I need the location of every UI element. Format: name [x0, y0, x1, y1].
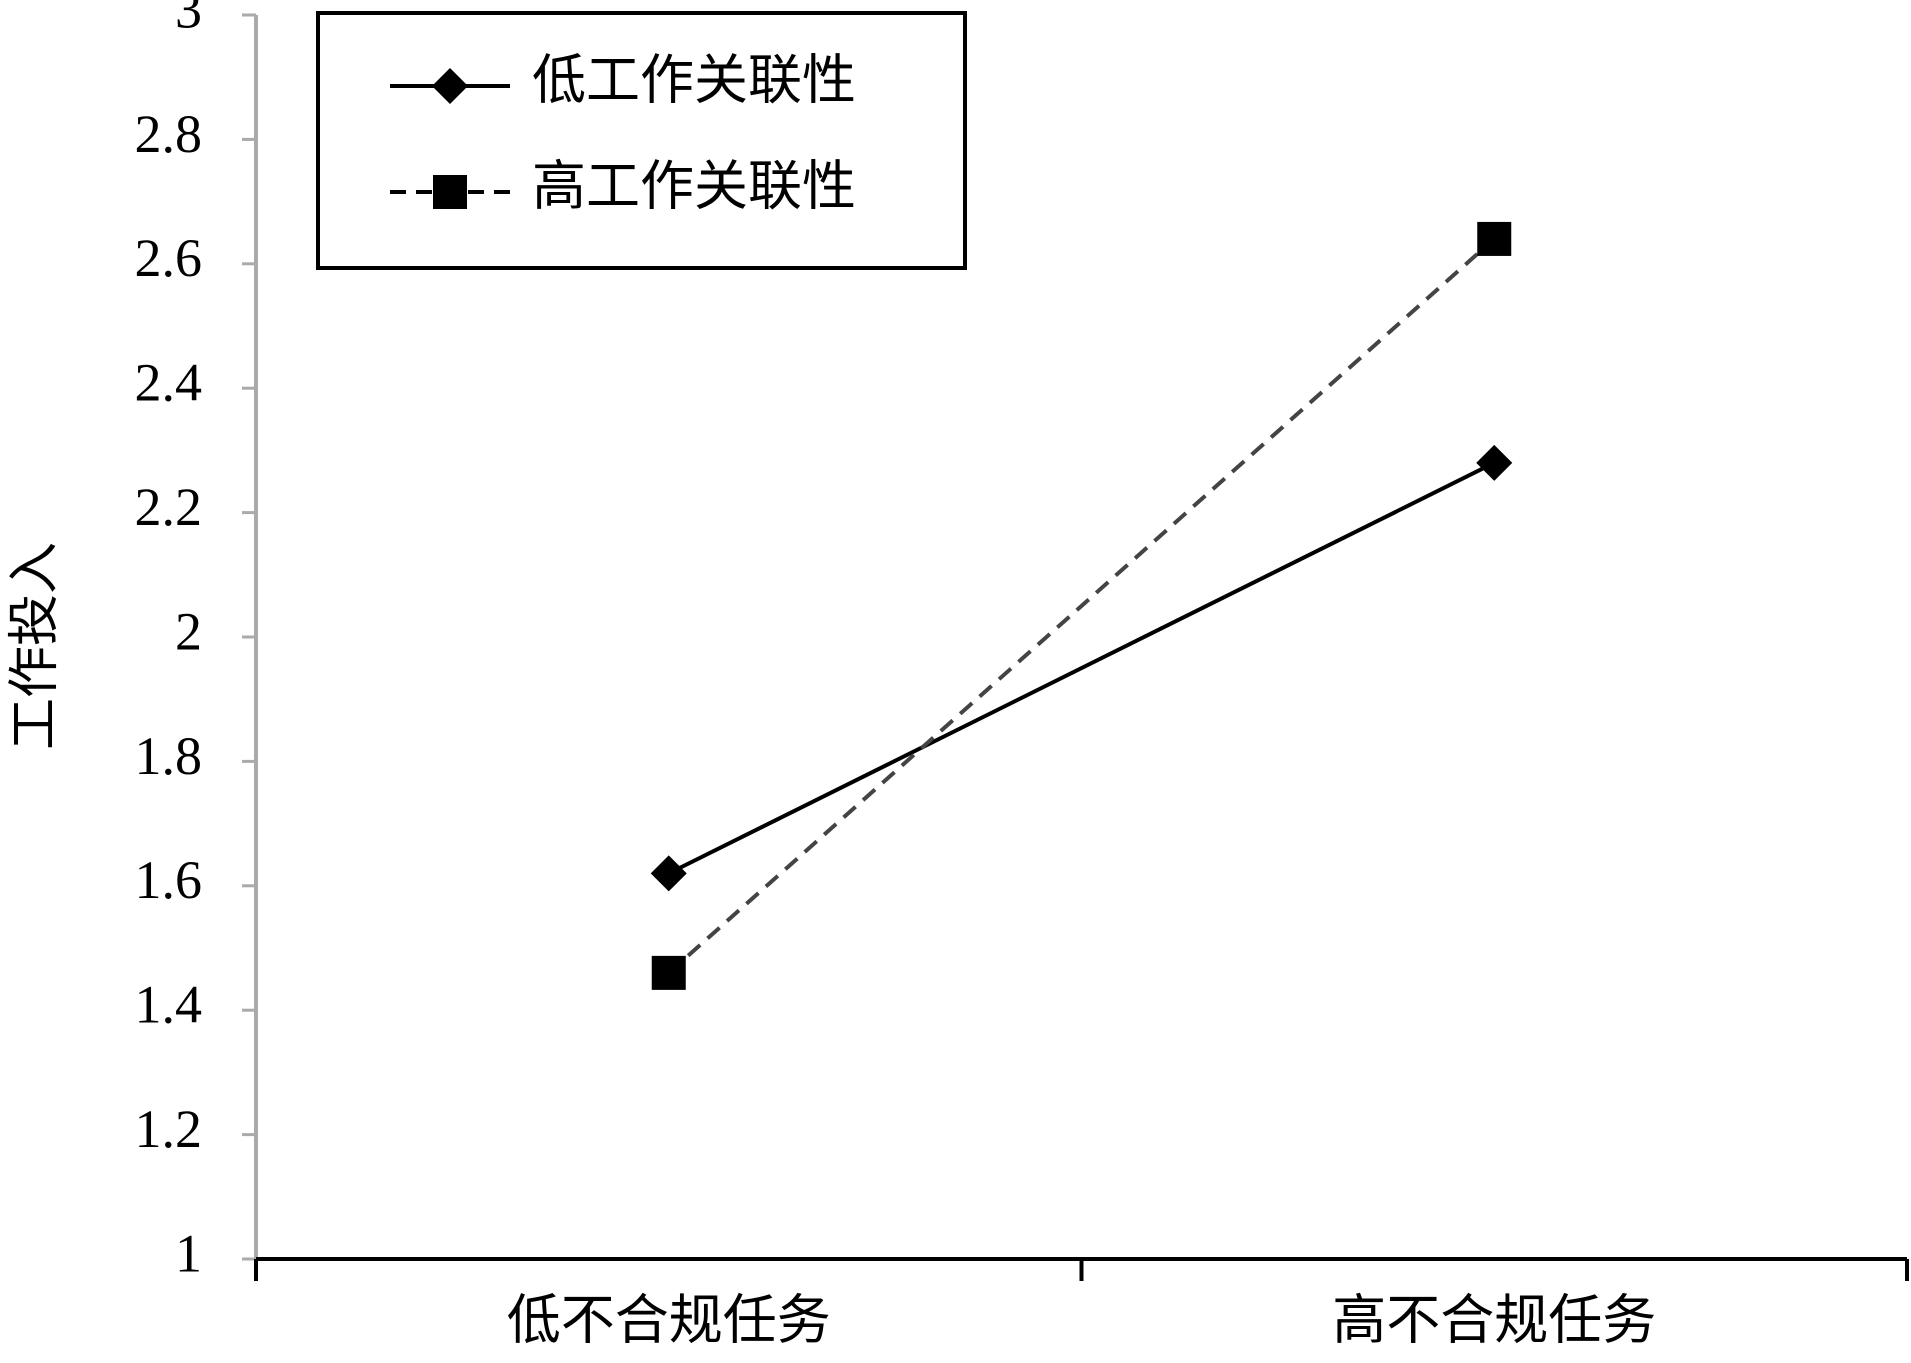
data-point [1477, 221, 1512, 256]
legend-marker [433, 175, 467, 209]
legend-marker [432, 68, 468, 104]
y-tick-label: 2.4 [135, 353, 203, 413]
legend-label: 低工作关联性 [532, 50, 856, 110]
legend-box [316, 11, 967, 270]
data-point [1476, 444, 1513, 481]
y-tick-label: 1.8 [135, 726, 203, 786]
y-tick-label: 2.8 [135, 104, 203, 164]
y-tick-label: 1 [175, 1223, 202, 1283]
y-tick-label: 2 [175, 601, 202, 661]
y-tick-label: 2.2 [135, 477, 203, 537]
series-line [667, 237, 1496, 975]
series-line [667, 461, 1496, 876]
data-point [650, 855, 687, 892]
data-point [651, 955, 686, 990]
y-tick-label: 2.6 [135, 228, 203, 288]
x-tick-label: 低不合规任务 [507, 1290, 831, 1350]
x-tick-label: 高不合规任务 [1332, 1290, 1656, 1350]
legend-label: 高工作关联性 [532, 156, 856, 216]
y-axis-title: 工作投入 [7, 542, 64, 750]
y-tick-label: 1.2 [135, 1099, 203, 1159]
y-tick-label: 1.6 [135, 850, 203, 910]
y-tick-label: 1.4 [135, 975, 203, 1035]
y-tick-label: 3 [175, 0, 202, 39]
